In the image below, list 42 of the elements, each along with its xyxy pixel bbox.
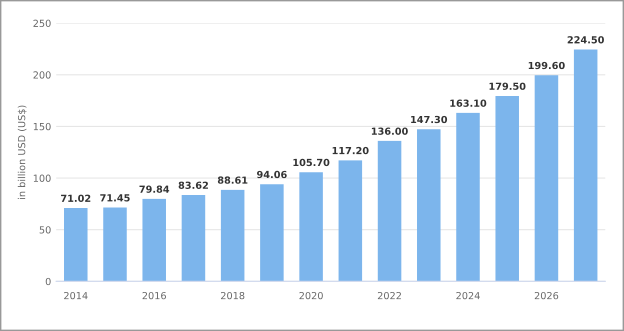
bar — [142, 198, 166, 282]
bar — [220, 190, 244, 282]
y-tick-label: 200 — [33, 71, 51, 79]
bar — [103, 208, 127, 282]
data-label: 94.06 — [257, 170, 287, 178]
x-tick-label: 2016 — [142, 292, 166, 300]
data-label: 147.30 — [411, 116, 448, 124]
bar — [495, 96, 519, 282]
bar — [378, 140, 402, 282]
data-label: 88.61 — [218, 176, 248, 184]
y-tick-label: 50 — [40, 226, 51, 234]
x-tick-label: 2026 — [534, 292, 558, 300]
data-label: 79.84 — [139, 185, 170, 193]
data-label: 117.20 — [332, 146, 369, 154]
data-label: 71.02 — [61, 194, 90, 202]
data-label: 105.70 — [293, 158, 330, 166]
y-axis-title: in billion USD (US$) — [18, 106, 27, 199]
data-label: 136.00 — [372, 127, 408, 135]
data-label: 179.50 — [490, 82, 526, 90]
bar — [299, 172, 323, 282]
y-tick-label: 150 — [34, 122, 51, 130]
data-label: 199.60 — [528, 62, 565, 70]
bar — [64, 208, 88, 282]
bar — [534, 75, 558, 282]
x-tick-label: 2022 — [378, 292, 401, 300]
bar — [417, 129, 441, 282]
y-tick-label: 0 — [46, 278, 51, 286]
bar — [260, 184, 284, 282]
bar — [456, 112, 480, 282]
data-label: 71.45 — [100, 194, 130, 202]
bar — [182, 194, 206, 282]
data-label: 224.50 — [568, 36, 604, 44]
x-tick-label: 2014 — [64, 292, 88, 300]
x-tick-label: 2018 — [221, 292, 244, 300]
x-tick-label: 2024 — [456, 292, 480, 300]
data-label: 83.62 — [178, 182, 208, 189]
y-tick-label: 250 — [33, 20, 51, 27]
bar — [338, 160, 362, 282]
bar — [574, 50, 598, 282]
data-label: 163.10 — [450, 100, 486, 107]
y-tick-label: 100 — [34, 174, 51, 182]
x-tick-label: 2020 — [299, 292, 323, 300]
